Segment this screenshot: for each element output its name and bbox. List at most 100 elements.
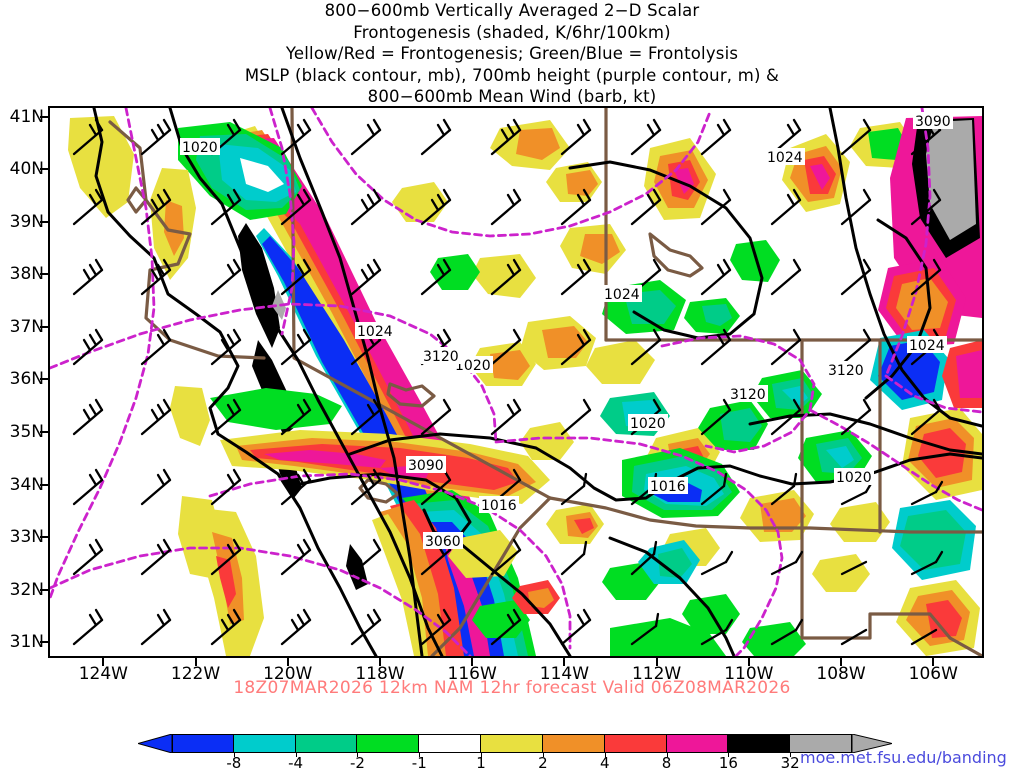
lat-tick [40,430,48,433]
map-plot-area: 1020 1024 1024 1024 1024 1020 1020 1020 … [48,106,984,658]
colorbar-label--4: -4 [288,754,304,772]
svg-text:3060: 3060 [425,534,461,550]
svg-text:1016: 1016 [481,498,517,514]
lat-tick [40,536,48,539]
lat-label-36N: 36N [9,369,44,390]
colorbar-segments [172,734,852,753]
lat-tick [40,168,48,171]
lon-label-110W: 110W [724,664,774,684]
site-url-label[interactable]: moe.met.fsu.edu/banding [800,748,1007,767]
colorbar-segment [481,734,543,753]
lat-tick [40,641,48,644]
colorbar-segment [419,734,482,753]
colorbar-label--1: -1 [411,754,427,772]
lat-label-32N: 32N [9,579,44,600]
colorbar-tick [604,753,606,757]
lon-label-124W: 124W [78,664,128,684]
lat-tick [40,378,48,381]
svg-text:3120: 3120 [423,349,459,365]
colorbar-segment [295,734,358,753]
colorbar-label-8: 8 [661,754,672,772]
colorbar-segment [666,734,729,753]
chart-title-block: 800−600mb Vertically Averaged 2−D Scalar… [0,0,1024,108]
colorbar-label--8: -8 [226,754,242,772]
colorbar-segment [357,734,420,753]
lon-tick [378,658,381,666]
svg-text:1024: 1024 [909,338,945,354]
svg-text:1024: 1024 [767,150,803,166]
wind-barbs [72,118,944,646]
svg-text:1020: 1020 [455,358,491,374]
svg-text:1024: 1024 [357,324,393,340]
lon-tick [655,658,658,666]
colorbar-segment [233,734,296,753]
colorbar-tick [233,753,235,757]
lon-tick [102,658,105,666]
lon-tick [840,658,843,666]
colorbar-tick [357,753,359,757]
lat-tick [40,588,48,591]
colorbar-under-arrow [138,734,172,753]
lat-tick [40,115,48,118]
colorbar-segment [542,734,605,753]
colorbar-tick [481,753,483,757]
lon-label-112W: 112W [631,664,682,684]
title-line-5: 800−600mb Mean Wind (barb, kt) [367,87,657,106]
lat-tick [40,220,48,223]
svg-text:1016: 1016 [650,479,686,495]
height-contours [50,108,982,656]
svg-text:3120: 3120 [828,363,864,379]
svg-text:1020: 1020 [182,140,218,156]
map-svg: 1020 1024 1024 1024 1024 1020 1020 1020 … [50,108,982,656]
colorbar-tick [295,753,297,757]
frontogenesis-shading [68,116,982,656]
lon-tick [286,658,289,666]
colorbar-label-2: 2 [538,754,548,772]
lat-label-37N: 37N [9,316,44,337]
lat-label-31N: 31N [9,632,44,653]
lat-label-41N: 41N [9,106,44,127]
contour-labels: 1020 1024 1024 1024 1024 1020 1020 1020 … [180,112,953,550]
lat-label-33N: 33N [9,527,44,548]
colorbar-tick [666,753,668,757]
colorbar-segment [790,734,852,753]
lat-label-39N: 39N [9,211,44,232]
lat-label-40N: 40N [9,159,44,180]
svg-text:1020: 1020 [836,470,872,486]
lon-label-108W: 108W [816,664,866,684]
title-line-1: 800−600mb Vertically Averaged 2−D Scalar [324,1,700,20]
colorbar-tick [790,753,792,757]
colorbar-segment [728,734,791,753]
lat-tick [40,483,48,486]
lon-label-116W: 116W [447,664,497,684]
lon-tick [471,658,474,666]
svg-text:3090: 3090 [915,114,951,130]
lat-tick [40,273,48,276]
lon-label-118W: 118W [355,664,405,684]
colorbar-label-1: 1 [476,754,486,772]
lat-label-38N: 38N [9,264,44,285]
colorbar-tick [542,753,544,757]
lon-label-122W: 122W [170,664,221,684]
lat-label-34N: 34N [9,474,44,495]
svg-text:3090: 3090 [408,458,444,474]
svg-text:1020: 1020 [630,416,666,432]
svg-text:3120: 3120 [730,387,766,403]
svg-text:1024: 1024 [604,287,640,303]
colorbar-tick [419,753,421,757]
forecast-caption: 18Z07MAR2026 12km NAM 12hr forecast Vali… [233,678,791,698]
lon-tick [563,658,566,666]
lon-label-106W: 106W [908,664,958,684]
colorbar: -8 -4 -2 -1 1 2 4 8 16 32 [138,734,892,772]
colorbar-label--2: -2 [349,754,365,772]
colorbar-over-arrow [852,734,892,753]
title-line-4: MSLP (black contour, mb), 700mb height (… [244,65,780,85]
title-line-3: Yellow/Red = Frontogenesis; Green/Blue =… [285,44,739,63]
title-line-2: Frontogenesis (shaded, K/6hr/100km) [353,22,671,42]
lon-label-114W: 114W [539,664,590,684]
colorbar-label-16: 16 [718,754,738,772]
lon-tick [747,658,750,666]
colorbar-segment [172,734,234,753]
lat-tick [40,325,48,328]
